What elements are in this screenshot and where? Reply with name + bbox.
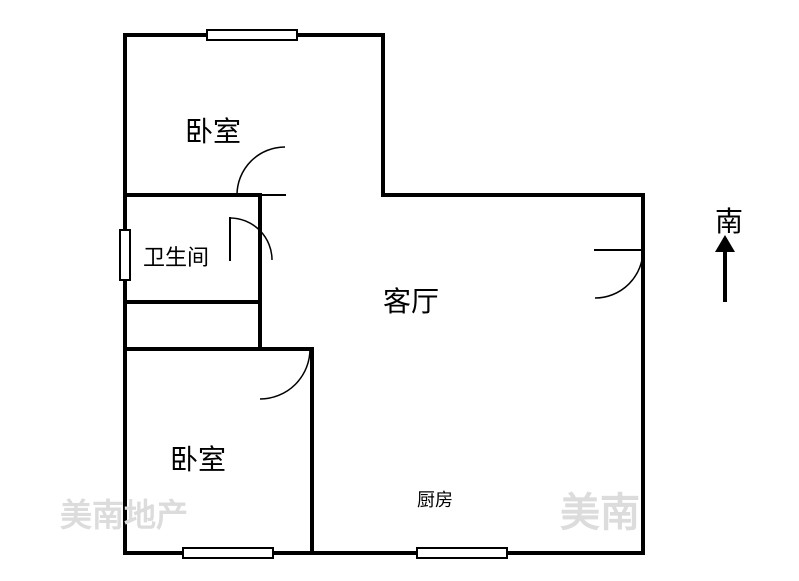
door-arc: [595, 250, 643, 298]
door-arc: [237, 147, 285, 195]
watermark-0: 美南地产: [60, 490, 188, 536]
room-label-kitchen: 厨房: [417, 486, 453, 512]
door-arc: [230, 218, 272, 260]
room-label-bedroom-2: 卧室: [170, 438, 226, 478]
room-label-bathroom: 卫生间: [143, 240, 209, 272]
compass-label: 南: [715, 200, 743, 240]
room-label-bedroom-1: 卧室: [185, 110, 241, 150]
room-label-living-room: 客厅: [383, 280, 439, 320]
door-arc: [260, 349, 310, 399]
watermark-1: 美南: [560, 480, 640, 538]
